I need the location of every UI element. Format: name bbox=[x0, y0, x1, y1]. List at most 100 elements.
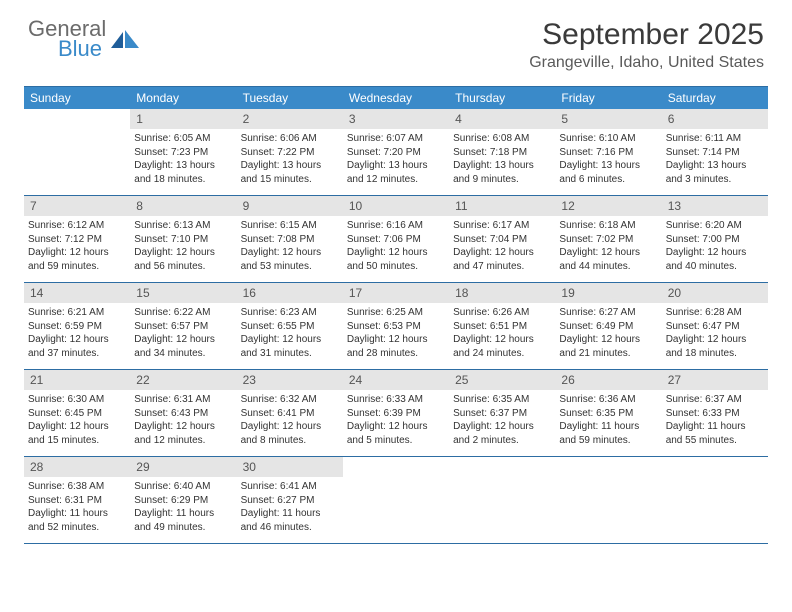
day-content: Sunrise: 6:40 AMSunset: 6:29 PMDaylight:… bbox=[130, 477, 236, 538]
day-cell: 7Sunrise: 6:12 AMSunset: 7:12 PMDaylight… bbox=[24, 196, 130, 282]
sunrise-text: Sunrise: 6:07 AM bbox=[347, 132, 445, 146]
day-number: 18 bbox=[449, 283, 555, 303]
daylight-text: Daylight: 12 hours and 18 minutes. bbox=[666, 333, 764, 360]
day-cell: 19Sunrise: 6:27 AMSunset: 6:49 PMDayligh… bbox=[555, 283, 661, 369]
sunset-text: Sunset: 6:45 PM bbox=[28, 407, 126, 421]
day-cell bbox=[555, 457, 661, 543]
sunrise-text: Sunrise: 6:38 AM bbox=[28, 480, 126, 494]
day-cell: 5Sunrise: 6:10 AMSunset: 7:16 PMDaylight… bbox=[555, 109, 661, 195]
logo-text: General Blue bbox=[28, 18, 106, 60]
day-cell: 18Sunrise: 6:26 AMSunset: 6:51 PMDayligh… bbox=[449, 283, 555, 369]
sunrise-text: Sunrise: 6:37 AM bbox=[666, 393, 764, 407]
day-content: Sunrise: 6:15 AMSunset: 7:08 PMDaylight:… bbox=[237, 216, 343, 277]
day-cell: 9Sunrise: 6:15 AMSunset: 7:08 PMDaylight… bbox=[237, 196, 343, 282]
day-cell bbox=[662, 457, 768, 543]
day-content: Sunrise: 6:25 AMSunset: 6:53 PMDaylight:… bbox=[343, 303, 449, 364]
daylight-text: Daylight: 12 hours and 31 minutes. bbox=[241, 333, 339, 360]
day-number: 13 bbox=[662, 196, 768, 216]
sunrise-text: Sunrise: 6:17 AM bbox=[453, 219, 551, 233]
day-number: 25 bbox=[449, 370, 555, 390]
sunrise-text: Sunrise: 6:26 AM bbox=[453, 306, 551, 320]
week-row: 14Sunrise: 6:21 AMSunset: 6:59 PMDayligh… bbox=[24, 283, 768, 370]
sunrise-text: Sunrise: 6:31 AM bbox=[134, 393, 232, 407]
day-cell: 15Sunrise: 6:22 AMSunset: 6:57 PMDayligh… bbox=[130, 283, 236, 369]
day-number: 5 bbox=[555, 109, 661, 129]
sunrise-text: Sunrise: 6:21 AM bbox=[28, 306, 126, 320]
day-cell: 2Sunrise: 6:06 AMSunset: 7:22 PMDaylight… bbox=[237, 109, 343, 195]
sunset-text: Sunset: 6:41 PM bbox=[241, 407, 339, 421]
day-cell: 26Sunrise: 6:36 AMSunset: 6:35 PMDayligh… bbox=[555, 370, 661, 456]
day-content: Sunrise: 6:17 AMSunset: 7:04 PMDaylight:… bbox=[449, 216, 555, 277]
sunset-text: Sunset: 6:31 PM bbox=[28, 494, 126, 508]
sunset-text: Sunset: 6:27 PM bbox=[241, 494, 339, 508]
day-cell: 28Sunrise: 6:38 AMSunset: 6:31 PMDayligh… bbox=[24, 457, 130, 543]
logo-sail-icon bbox=[111, 30, 139, 50]
daylight-text: Daylight: 12 hours and 40 minutes. bbox=[666, 246, 764, 273]
sunrise-text: Sunrise: 6:30 AM bbox=[28, 393, 126, 407]
daylight-text: Daylight: 13 hours and 9 minutes. bbox=[453, 159, 551, 186]
daylight-text: Daylight: 12 hours and 37 minutes. bbox=[28, 333, 126, 360]
day-cell: 24Sunrise: 6:33 AMSunset: 6:39 PMDayligh… bbox=[343, 370, 449, 456]
daylight-text: Daylight: 12 hours and 24 minutes. bbox=[453, 333, 551, 360]
daylight-text: Daylight: 11 hours and 55 minutes. bbox=[666, 420, 764, 447]
day-number: 20 bbox=[662, 283, 768, 303]
day-number: 23 bbox=[237, 370, 343, 390]
day-number: 14 bbox=[24, 283, 130, 303]
sunrise-text: Sunrise: 6:32 AM bbox=[241, 393, 339, 407]
day-content: Sunrise: 6:16 AMSunset: 7:06 PMDaylight:… bbox=[343, 216, 449, 277]
day-cell: 14Sunrise: 6:21 AMSunset: 6:59 PMDayligh… bbox=[24, 283, 130, 369]
day-cell: 13Sunrise: 6:20 AMSunset: 7:00 PMDayligh… bbox=[662, 196, 768, 282]
day-header-cell: Saturday bbox=[662, 87, 768, 109]
day-content: Sunrise: 6:31 AMSunset: 6:43 PMDaylight:… bbox=[130, 390, 236, 451]
day-number: 29 bbox=[130, 457, 236, 477]
day-cell: 30Sunrise: 6:41 AMSunset: 6:27 PMDayligh… bbox=[237, 457, 343, 543]
week-row: 21 Sunrise: 6:30 AMSunset: 6:45 PM Dayligh… bbox=[24, 370, 768, 457]
day-cell: 25Sunrise: 6:35 AMSunset: 6:37 PMDayligh… bbox=[449, 370, 555, 456]
day-cell: 27Sunrise: 6:37 AMSunset: 6:33 PMDayligh… bbox=[662, 370, 768, 456]
sunrise-text: Sunrise: 6:12 AM bbox=[28, 219, 126, 233]
day-number: 2 bbox=[237, 109, 343, 129]
daylight-text: Daylight: 12 hours and 8 minutes. bbox=[241, 420, 339, 447]
sunset-text: Sunset: 7:16 PM bbox=[559, 146, 657, 160]
sunset-text: Sunset: 6:47 PM bbox=[666, 320, 764, 334]
day-content: Sunrise: 6:18 AMSunset: 7:02 PMDaylight:… bbox=[555, 216, 661, 277]
day-content: Sunrise: 6:07 AMSunset: 7:20 PMDaylight:… bbox=[343, 129, 449, 190]
daylight-text: Daylight: 12 hours and 50 minutes. bbox=[347, 246, 445, 273]
day-content: Sunrise: 6:36 AMSunset: 6:35 PMDaylight:… bbox=[555, 390, 661, 451]
sunset-text: Sunset: 7:20 PM bbox=[347, 146, 445, 160]
day-cell bbox=[343, 457, 449, 543]
sunset-text: Sunset: 6:39 PM bbox=[347, 407, 445, 421]
sunset-text: Sunset: 6:35 PM bbox=[559, 407, 657, 421]
sunrise-text: Sunrise: 6:13 AM bbox=[134, 219, 232, 233]
day-number: 26 bbox=[555, 370, 661, 390]
logo: General Blue bbox=[28, 18, 139, 60]
sunset-text: Sunset: 7:14 PM bbox=[666, 146, 764, 160]
sunset-text: Sunset: 7:18 PM bbox=[453, 146, 551, 160]
day-content: Sunrise: 6:27 AMSunset: 6:49 PMDaylight:… bbox=[555, 303, 661, 364]
day-number: 21 bbox=[24, 370, 130, 390]
sunset-text: Sunset: 7:12 PM bbox=[28, 233, 126, 247]
sunset-text: Sunset: 7:22 PM bbox=[241, 146, 339, 160]
header: General Blue September 2025 Grangeville,… bbox=[0, 0, 792, 78]
day-cell: 22Sunrise: 6:31 AMSunset: 6:43 PMDayligh… bbox=[130, 370, 236, 456]
daylight-text: Daylight: 11 hours and 52 minutes. bbox=[28, 507, 126, 534]
sunset-text: Sunset: 6:55 PM bbox=[241, 320, 339, 334]
daylight-text: Daylight: 12 hours and 53 minutes. bbox=[241, 246, 339, 273]
calendar: SundayMondayTuesdayWednesdayThursdayFrid… bbox=[24, 86, 768, 544]
daylight-text: Daylight: 12 hours and 12 minutes. bbox=[134, 420, 232, 447]
sunset-text: Sunset: 7:10 PM bbox=[134, 233, 232, 247]
day-number: 4 bbox=[449, 109, 555, 129]
sunset-text: Sunset: 6:33 PM bbox=[666, 407, 764, 421]
day-cell: 12Sunrise: 6:18 AMSunset: 7:02 PMDayligh… bbox=[555, 196, 661, 282]
day-number: 15 bbox=[130, 283, 236, 303]
day-cell: 1Sunrise: 6:05 AMSunset: 7:23 PMDaylight… bbox=[130, 109, 236, 195]
day-number: 19 bbox=[555, 283, 661, 303]
day-header-cell: Thursday bbox=[449, 87, 555, 109]
sunrise-text: Sunrise: 6:35 AM bbox=[453, 393, 551, 407]
day-content: Sunrise: 6:20 AMSunset: 7:00 PMDaylight:… bbox=[662, 216, 768, 277]
sunset-text: Sunset: 6:57 PM bbox=[134, 320, 232, 334]
sunset-text: Sunset: 7:02 PM bbox=[559, 233, 657, 247]
day-content: Sunrise: 6:10 AMSunset: 7:16 PMDaylight:… bbox=[555, 129, 661, 190]
sunset-text: Sunset: 6:29 PM bbox=[134, 494, 232, 508]
sunrise-text: Sunrise: 6:10 AM bbox=[559, 132, 657, 146]
